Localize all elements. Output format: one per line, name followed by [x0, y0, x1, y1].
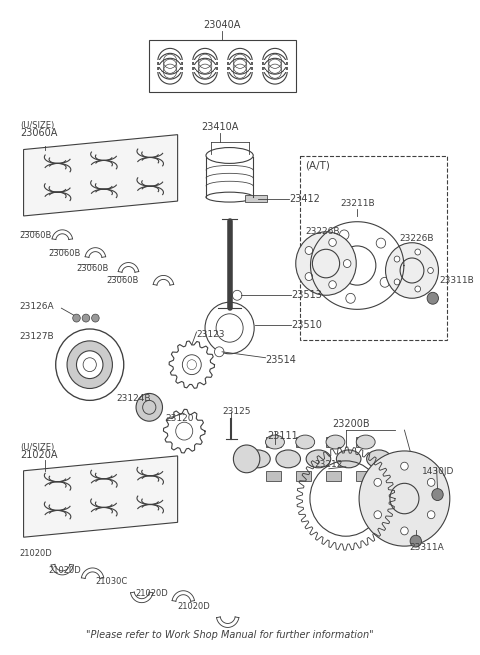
Ellipse shape: [276, 450, 300, 468]
Text: 23311A: 23311A: [409, 543, 444, 552]
Text: 23126A: 23126A: [20, 302, 54, 311]
Bar: [265, 437, 281, 447]
Bar: [326, 471, 341, 481]
Text: 23410A: 23410A: [202, 122, 239, 132]
Circle shape: [401, 462, 408, 470]
Circle shape: [401, 527, 408, 535]
Text: 23412: 23412: [289, 194, 320, 204]
Text: (U/SIZE): (U/SIZE): [20, 443, 54, 452]
Text: 23060B: 23060B: [20, 231, 52, 240]
Text: 23120: 23120: [165, 414, 194, 423]
Circle shape: [343, 259, 351, 267]
Text: 23125: 23125: [222, 407, 251, 417]
Circle shape: [67, 341, 112, 388]
Ellipse shape: [206, 147, 253, 163]
Text: 23111: 23111: [267, 431, 298, 441]
Circle shape: [205, 302, 254, 354]
Bar: [326, 437, 341, 447]
Text: 23200B: 23200B: [332, 419, 370, 429]
Text: 23212: 23212: [315, 460, 343, 469]
Text: 23513: 23513: [291, 290, 322, 300]
Circle shape: [346, 293, 355, 303]
Text: 23060A: 23060A: [20, 128, 57, 138]
Circle shape: [376, 238, 385, 248]
Text: 23127B: 23127B: [20, 332, 54, 341]
Circle shape: [76, 351, 103, 379]
Circle shape: [56, 329, 124, 400]
Circle shape: [427, 511, 435, 519]
Circle shape: [232, 290, 242, 300]
Circle shape: [72, 314, 80, 322]
Circle shape: [82, 314, 90, 322]
Bar: [300, 157, 447, 340]
Text: 23211B: 23211B: [340, 199, 374, 208]
Circle shape: [305, 272, 312, 280]
Ellipse shape: [326, 435, 345, 449]
Text: 23514: 23514: [265, 355, 296, 365]
Circle shape: [233, 445, 260, 473]
Text: 21020D: 21020D: [48, 566, 81, 575]
Ellipse shape: [246, 450, 270, 468]
Circle shape: [215, 347, 224, 357]
Text: 21020D: 21020D: [135, 589, 168, 598]
Circle shape: [415, 249, 420, 255]
Text: (U/SIZE): (U/SIZE): [20, 121, 54, 130]
Circle shape: [427, 292, 438, 304]
Circle shape: [92, 314, 99, 322]
Circle shape: [339, 230, 349, 240]
Circle shape: [359, 451, 450, 546]
Text: (A/T): (A/T): [305, 160, 330, 170]
Circle shape: [432, 489, 443, 500]
Circle shape: [136, 394, 163, 421]
Text: 23060B: 23060B: [107, 276, 139, 286]
Bar: [265, 471, 281, 481]
Ellipse shape: [367, 450, 391, 468]
Text: 21020A: 21020A: [20, 450, 57, 460]
Text: 21030C: 21030C: [96, 577, 128, 586]
Circle shape: [374, 511, 382, 519]
Circle shape: [410, 535, 421, 547]
Bar: [245, 195, 267, 202]
Circle shape: [385, 243, 438, 298]
Text: 1430JD: 1430JD: [421, 467, 454, 476]
Text: "Please refer to Work Shop Manual for further information": "Please refer to Work Shop Manual for fu…: [86, 630, 373, 641]
Circle shape: [380, 277, 390, 288]
Ellipse shape: [356, 435, 375, 449]
Text: 23123: 23123: [196, 330, 225, 339]
Circle shape: [296, 232, 356, 295]
Ellipse shape: [336, 450, 361, 468]
Ellipse shape: [306, 450, 331, 468]
Circle shape: [329, 238, 336, 246]
Bar: [149, 41, 296, 92]
Bar: [356, 437, 372, 447]
Circle shape: [394, 279, 400, 285]
Circle shape: [321, 264, 330, 274]
Text: 23311B: 23311B: [439, 276, 474, 286]
Text: 23226B: 23226B: [305, 227, 340, 236]
Text: 23060B: 23060B: [76, 263, 109, 272]
Bar: [356, 471, 372, 481]
Circle shape: [374, 478, 382, 486]
Text: 23040A: 23040A: [204, 20, 241, 29]
Circle shape: [427, 478, 435, 486]
Text: 23124B: 23124B: [116, 394, 151, 403]
Ellipse shape: [296, 435, 315, 449]
Circle shape: [415, 286, 420, 292]
Circle shape: [394, 256, 400, 262]
Text: 21020D: 21020D: [178, 602, 210, 610]
Ellipse shape: [265, 435, 285, 449]
Text: 23060B: 23060B: [48, 249, 81, 257]
Text: 21020D: 21020D: [20, 549, 52, 558]
Circle shape: [428, 267, 433, 273]
Bar: [296, 437, 311, 447]
Circle shape: [329, 281, 336, 289]
Text: 23226B: 23226B: [400, 234, 434, 243]
Polygon shape: [24, 456, 178, 537]
Circle shape: [305, 246, 312, 254]
Polygon shape: [24, 135, 178, 216]
Bar: [296, 471, 311, 481]
Text: 23510: 23510: [291, 320, 322, 330]
